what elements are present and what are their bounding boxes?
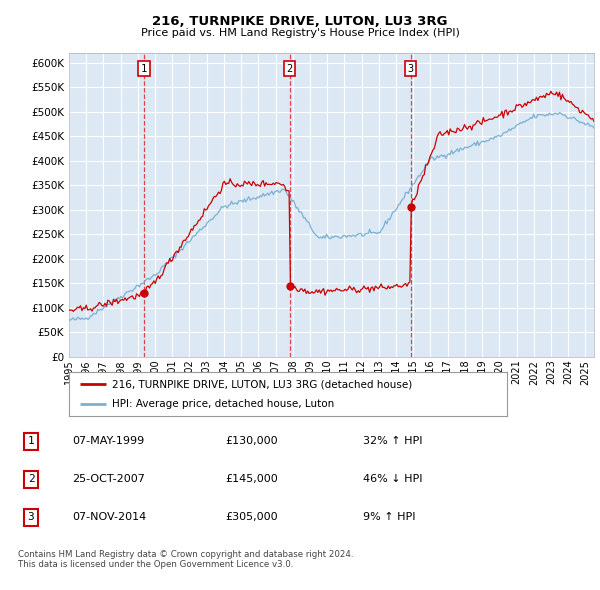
Text: 07-MAY-1999: 07-MAY-1999	[73, 437, 145, 447]
Text: 07-NOV-2014: 07-NOV-2014	[73, 512, 147, 522]
Text: 46% ↓ HPI: 46% ↓ HPI	[364, 474, 423, 484]
Text: 216, TURNPIKE DRIVE, LUTON, LU3 3RG: 216, TURNPIKE DRIVE, LUTON, LU3 3RG	[152, 15, 448, 28]
Text: Price paid vs. HM Land Registry's House Price Index (HPI): Price paid vs. HM Land Registry's House …	[140, 28, 460, 38]
Text: 1: 1	[28, 437, 34, 447]
Text: Contains HM Land Registry data © Crown copyright and database right 2024.
This d: Contains HM Land Registry data © Crown c…	[18, 550, 353, 569]
Text: 3: 3	[407, 64, 414, 74]
Text: £305,000: £305,000	[225, 512, 278, 522]
Text: 2: 2	[28, 474, 34, 484]
Text: 3: 3	[28, 512, 34, 522]
Text: 1: 1	[141, 64, 147, 74]
Text: HPI: Average price, detached house, Luton: HPI: Average price, detached house, Luto…	[112, 399, 334, 408]
Text: 2: 2	[287, 64, 293, 74]
Text: £145,000: £145,000	[225, 474, 278, 484]
Text: £130,000: £130,000	[225, 437, 278, 447]
Text: 9% ↑ HPI: 9% ↑ HPI	[364, 512, 416, 522]
Text: 32% ↑ HPI: 32% ↑ HPI	[364, 437, 423, 447]
Text: 25-OCT-2007: 25-OCT-2007	[73, 474, 145, 484]
Text: 216, TURNPIKE DRIVE, LUTON, LU3 3RG (detached house): 216, TURNPIKE DRIVE, LUTON, LU3 3RG (det…	[112, 379, 412, 389]
